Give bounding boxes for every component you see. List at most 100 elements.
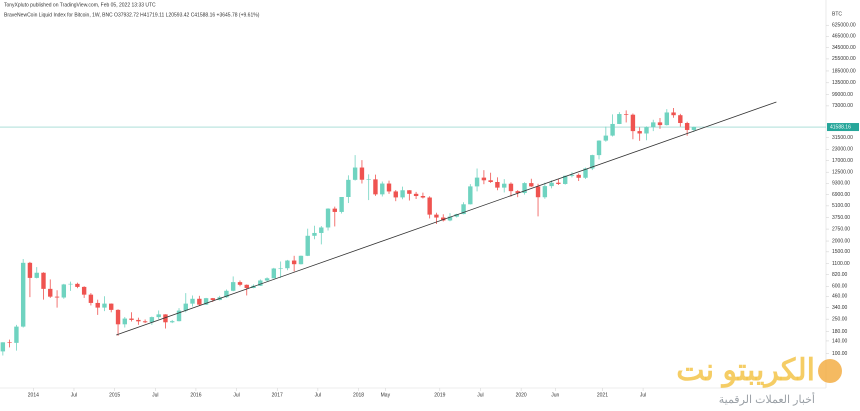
candle-body: [122, 318, 127, 325]
y-tick-label: 99000.00: [832, 92, 853, 98]
x-tick-label: Jul: [640, 392, 646, 398]
y-tick-label: 31500.00: [832, 135, 853, 141]
candle-body: [441, 217, 446, 221]
last-price-box: [827, 123, 859, 132]
candle-body: [542, 186, 548, 198]
candle-body: [495, 181, 500, 188]
candle-body: [210, 298, 216, 301]
candle-body: [75, 283, 80, 287]
candle-body: [95, 302, 100, 308]
candle-body: [691, 127, 697, 130]
y-tick-label: 250.00: [832, 316, 848, 322]
y-tick-label: 135000.00: [832, 80, 856, 86]
candle-body: [529, 183, 534, 187]
y-tick-label: 2000.00: [832, 238, 850, 244]
candle-body: [54, 296, 60, 298]
y-tick-label: 340.00: [832, 305, 848, 311]
y-tick-label: 73000.00: [832, 103, 853, 109]
candle-body: [156, 314, 161, 318]
candle-body: [325, 208, 331, 228]
y-tick-label: 600.00: [832, 284, 848, 290]
candle-body: [109, 303, 114, 310]
candle-body: [176, 310, 182, 322]
y-tick-label: 625000.00: [832, 23, 856, 29]
candle-body: [359, 167, 365, 180]
y-tick-label: 1500.00: [832, 249, 850, 255]
x-tick-label: Jun: [551, 392, 559, 398]
candle-body: [34, 272, 39, 278]
candle-body: [312, 232, 317, 236]
candle-body: [522, 183, 527, 193]
candle-body: [386, 183, 392, 192]
currency-label: BTC: [832, 11, 842, 17]
watermark-subtitle: أخبار العملات الرقمية: [719, 392, 815, 406]
symbol-line: BraveNewCoin Liquid Index for Bitcoin, 1…: [4, 12, 260, 18]
candle-body: [583, 168, 588, 178]
candle-body: [610, 123, 615, 136]
candle-body: [569, 174, 575, 176]
x-tick-label: 2020: [516, 392, 527, 398]
candle-body: [41, 272, 46, 289]
y-tick-label: 9300.00: [832, 181, 850, 187]
candle-body: [346, 179, 351, 197]
candle-body: [562, 175, 568, 184]
y-tick-label: 100.00: [832, 351, 848, 357]
candle-body: [20, 262, 26, 327]
candle-body: [664, 112, 670, 126]
x-tick-label: Jul: [477, 392, 483, 398]
candle-body: [461, 204, 466, 215]
candle-body: [163, 314, 168, 323]
candle-body: [14, 326, 19, 343]
y-tick-label: 820.00: [832, 272, 848, 278]
candle-body: [535, 186, 541, 198]
candle-body: [169, 321, 175, 323]
candle-body: [149, 317, 155, 323]
candle-body: [454, 214, 459, 217]
candle-body: [576, 174, 581, 178]
candle-body: [447, 216, 453, 221]
candle-body: [373, 179, 378, 195]
candle-body: [623, 114, 629, 115]
y-tick-label: 185000.00: [832, 68, 856, 74]
candle-body: [420, 196, 426, 198]
candle-body: [596, 140, 602, 156]
candle-body: [434, 214, 439, 218]
x-tick-label: Jul: [233, 392, 239, 398]
candle-body: [48, 288, 53, 297]
x-tick-label: 2017: [272, 392, 283, 398]
candle-body: [339, 196, 344, 212]
y-tick-label: 23000.00: [832, 147, 853, 153]
candle-body: [115, 309, 121, 325]
candle-body: [68, 283, 73, 285]
candle-body: [203, 298, 209, 305]
x-tick-label: 2016: [190, 392, 201, 398]
candle-body: [481, 177, 487, 181]
candle-body: [474, 177, 480, 187]
candle-body: [671, 112, 676, 116]
watermark-title: الكريبتو نت: [676, 354, 815, 388]
y-tick-label: 255000.00: [832, 56, 856, 62]
candle-body: [183, 303, 188, 311]
candle-body: [190, 298, 195, 304]
candle-body: [264, 278, 270, 281]
candle-body: [142, 321, 148, 323]
candle-body: [556, 182, 561, 184]
y-tick-label: 2750.00: [832, 226, 850, 232]
candle-body: [129, 318, 134, 320]
candle-body: [678, 115, 683, 124]
candle-body: [285, 260, 290, 269]
y-tick-label: 345000.00: [832, 45, 856, 51]
candle-body: [427, 197, 432, 215]
candle-body: [278, 268, 283, 269]
author-line: TonyXpluto published on TradingView.com,…: [4, 2, 156, 8]
candle-body: [258, 280, 263, 286]
candle-body: [488, 180, 493, 182]
x-tick-label: 2021: [597, 392, 608, 398]
y-tick-label: 1100.00: [832, 261, 850, 267]
candle-body: [291, 260, 297, 265]
candle-body: [224, 290, 229, 298]
candle-body: [644, 127, 649, 134]
candle-body: [684, 123, 690, 130]
candle-body: [413, 193, 419, 197]
